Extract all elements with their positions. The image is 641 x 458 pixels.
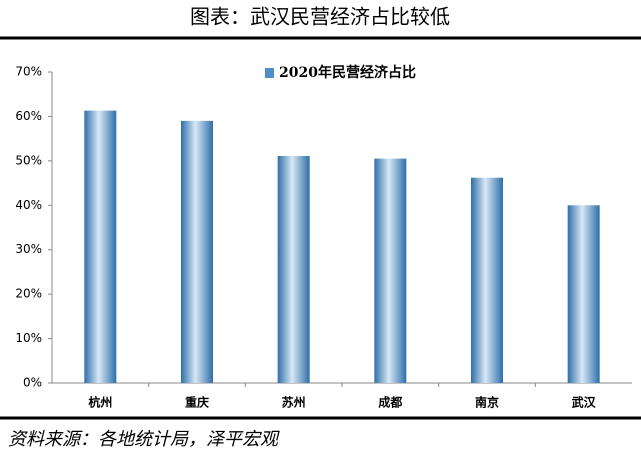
y-tick-label: 10% <box>15 331 42 345</box>
bar <box>84 110 117 383</box>
x-tick-label: 杭州 <box>88 395 112 410</box>
bar <box>374 158 407 383</box>
y-tick-label: 20% <box>15 287 42 301</box>
source-note: 资料来源：各地统计局，泽平宏观 <box>8 429 280 450</box>
y-tick-label: 50% <box>15 153 42 167</box>
legend-label: 2020年民营经济占比 <box>279 64 416 81</box>
bar <box>471 177 503 383</box>
chart-title: 图表：武汉民营经济占比较低 <box>190 5 450 29</box>
bar <box>181 120 213 383</box>
y-tick-label: 70% <box>15 65 42 79</box>
y-tick-label: 0% <box>23 376 42 390</box>
y-tick-label: 60% <box>15 109 42 123</box>
y-tick-label: 30% <box>15 242 42 256</box>
x-tick-label: 苏州 <box>282 395 306 410</box>
legend-swatch <box>265 68 274 78</box>
bar <box>567 205 600 383</box>
x-tick-label: 武汉 <box>572 395 597 410</box>
bar <box>277 155 310 383</box>
x-tick-label: 成都 <box>378 395 402 410</box>
x-tick-label: 重庆 <box>185 395 209 410</box>
y-tick-label: 40% <box>15 198 42 212</box>
x-tick-label: 南京 <box>475 395 499 410</box>
